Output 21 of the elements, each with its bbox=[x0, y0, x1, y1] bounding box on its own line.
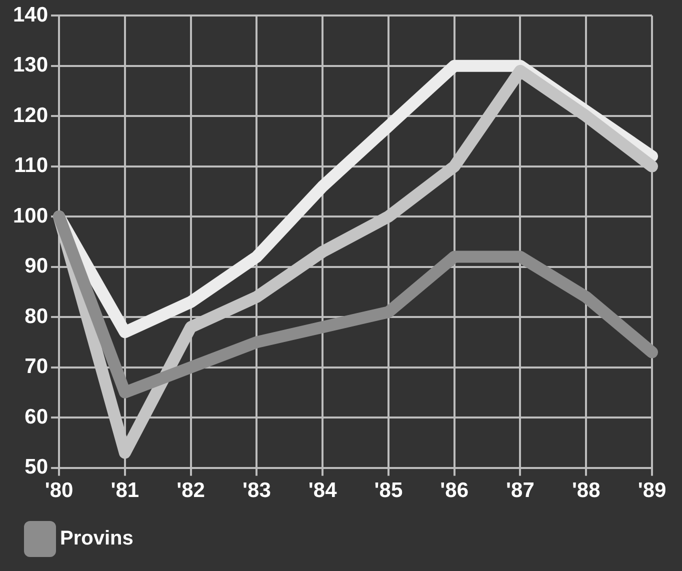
y-tick-label: 140 bbox=[12, 3, 48, 26]
x-tick-label: '83 bbox=[242, 479, 271, 502]
legend-label: Provins bbox=[60, 528, 134, 550]
x-tick-label: '89 bbox=[638, 479, 666, 502]
x-tick-label: '87 bbox=[506, 479, 534, 502]
y-tick-label: 130 bbox=[12, 54, 48, 77]
x-tick-label: '88 bbox=[572, 479, 601, 502]
y-tick-label: 100 bbox=[12, 204, 48, 228]
y-tick-label: 110 bbox=[14, 154, 48, 178]
x-tick-label: '86 bbox=[440, 479, 469, 502]
x-tick-label: '82 bbox=[176, 479, 205, 502]
y-tick-label: 90 bbox=[24, 254, 48, 278]
y-tick-label: 50 bbox=[24, 456, 48, 479]
y-tick-label: 60 bbox=[24, 405, 48, 428]
x-tick-label: '81 bbox=[110, 479, 140, 502]
x-tick-label: '85 bbox=[374, 479, 403, 502]
y-tick-label: 70 bbox=[24, 355, 48, 378]
x-tick-label: '80 bbox=[44, 479, 74, 502]
y-tick-label: 120 bbox=[12, 104, 48, 127]
y-tick-label: 80 bbox=[24, 304, 48, 328]
x-tick-label: '84 bbox=[308, 479, 338, 502]
